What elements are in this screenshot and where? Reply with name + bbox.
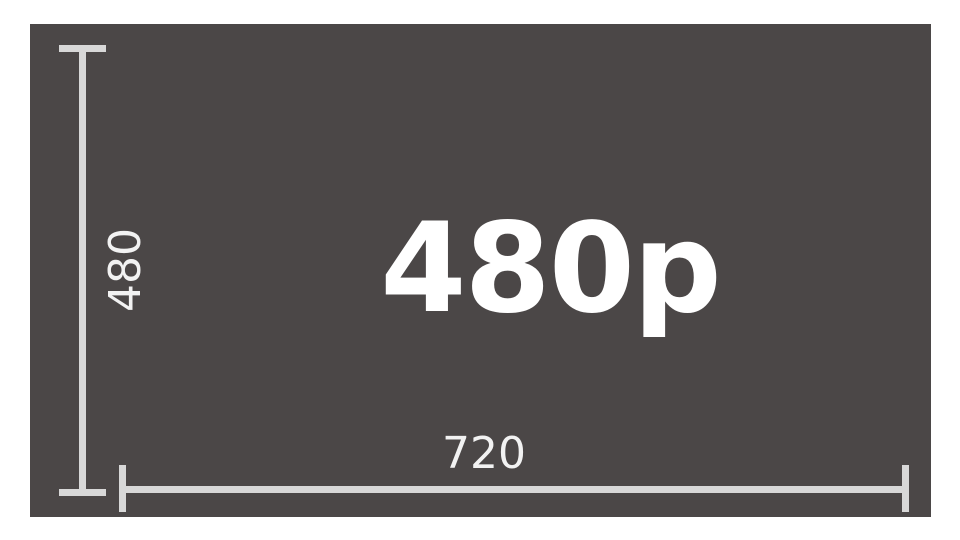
width-dimension-cap-right bbox=[902, 465, 909, 512]
width-label: 720 bbox=[442, 428, 526, 479]
height-label: 480 bbox=[100, 228, 151, 312]
resolution-frame: 480p bbox=[30, 24, 931, 517]
resolution-label: 480p bbox=[380, 196, 722, 341]
height-dimension-line bbox=[79, 45, 86, 496]
width-dimension-line bbox=[119, 486, 909, 493]
height-dimension-cap-bottom bbox=[59, 489, 106, 496]
resolution-title: 480p bbox=[220, 24, 880, 517]
